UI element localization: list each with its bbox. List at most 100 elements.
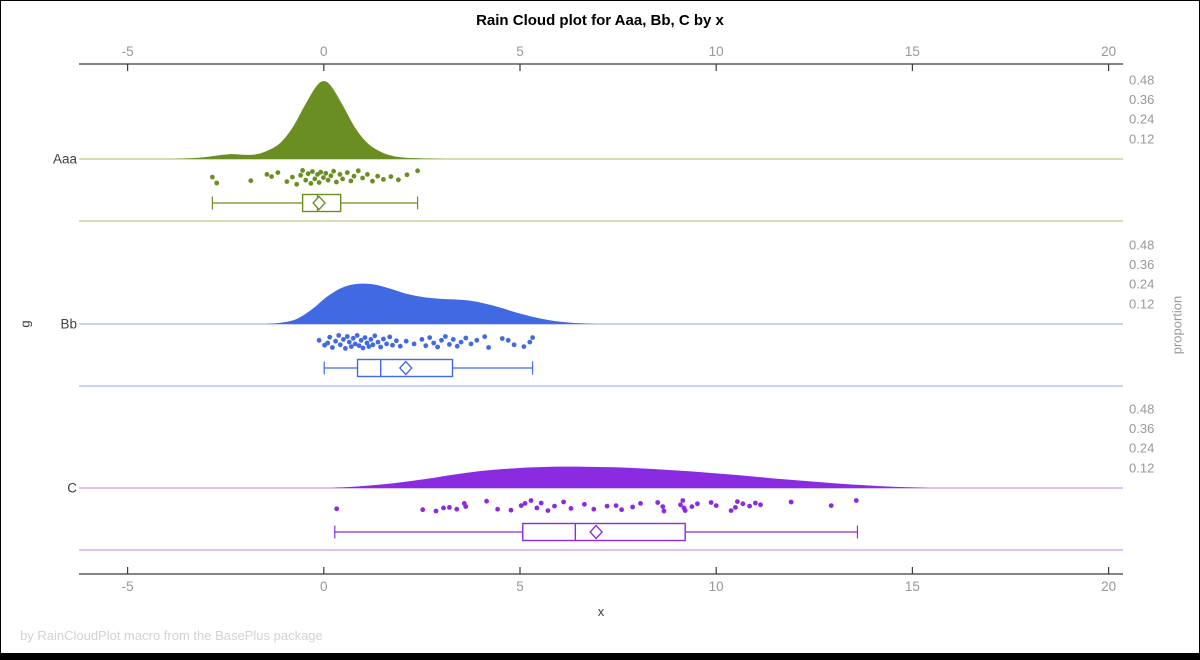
rain-point: [689, 504, 695, 509]
rain-point: [423, 343, 429, 349]
rain-point: [316, 337, 322, 343]
rain-point: [619, 507, 624, 513]
rain-point: [552, 503, 557, 509]
rain-point: [305, 171, 311, 177]
rain-point: [495, 506, 500, 512]
mean-diamond: [312, 195, 326, 211]
rain-point: [682, 508, 688, 513]
rain-point: [294, 181, 300, 187]
rain-point: [370, 342, 376, 348]
rain-point: [411, 341, 417, 347]
rain-point: [344, 170, 350, 176]
rain-point: [528, 498, 534, 503]
rain-point: [505, 337, 511, 343]
top-axis-tick-label: 0: [320, 44, 328, 59]
rain-point: [325, 177, 331, 183]
rain-point: [381, 336, 386, 342]
rain-point: [508, 507, 514, 513]
top-axis-tick-label: 15: [905, 44, 920, 59]
rain-point: [758, 502, 763, 508]
rain-point: [365, 172, 370, 177]
rain-point: [331, 168, 336, 174]
bottom-axis-tick-label: 0: [320, 579, 328, 594]
rain-point: [387, 334, 393, 340]
proportion-tick-label: 0.48: [1129, 237, 1154, 252]
rain-point: [403, 338, 409, 344]
density-cloud: [331, 466, 929, 488]
rain-point: [527, 339, 533, 345]
rain-point: [397, 343, 403, 349]
rain-point: [341, 337, 346, 342]
rain-point: [538, 500, 544, 506]
rain-point: [655, 500, 661, 505]
mean-diamond: [589, 524, 604, 540]
proportion-tick-label: 0.12: [1129, 296, 1154, 311]
rain-point: [853, 498, 859, 503]
rain-point: [310, 169, 315, 174]
category-label: C: [67, 481, 77, 496]
rain-point: [468, 341, 474, 347]
box: [522, 522, 686, 542]
rain-point: [613, 503, 619, 508]
proportion-tick-label: 0.48: [1129, 72, 1154, 87]
rain-point: [381, 177, 386, 182]
rain-point: [298, 172, 303, 178]
proportion-tick-label: 0.24: [1129, 277, 1154, 292]
rain-point: [660, 504, 666, 509]
rain-point: [486, 345, 491, 350]
top-axis-tick-label: 10: [709, 44, 724, 59]
rain-point: [740, 501, 746, 507]
rain-point: [323, 170, 329, 176]
rain-point: [330, 345, 335, 350]
rain-point: [441, 505, 446, 511]
rain-point: [499, 336, 505, 341]
rain-point: [534, 505, 540, 511]
proportion-tick-label: 0.12: [1129, 460, 1154, 475]
rain-point: [474, 337, 480, 343]
rain-point: [378, 344, 384, 350]
rain-point: [356, 343, 362, 349]
rain-point: [404, 172, 410, 178]
rain-point: [420, 507, 426, 513]
rain-point: [522, 501, 528, 506]
rain-point: [337, 172, 343, 177]
rain-point: [443, 334, 448, 339]
y2-axis-label-proportion: proportion: [1169, 295, 1185, 355]
rain-point: [360, 175, 365, 181]
rain-point: [355, 168, 361, 174]
rain-point: [350, 335, 356, 341]
rain-point: [638, 501, 643, 506]
top-axis-tick-label: 5: [516, 44, 524, 59]
top-axis-tick-label: 20: [1101, 44, 1116, 59]
rain-point: [300, 168, 305, 173]
window-bottom-bar: [1, 653, 1199, 659]
rain-point: [591, 506, 597, 512]
rain-point: [375, 339, 381, 345]
y-axis-label-g: g: [17, 320, 33, 328]
rain-point: [695, 501, 700, 507]
rain-point: [346, 339, 352, 345]
top-axis-tick-label: -5: [122, 44, 134, 59]
rain-point: [327, 334, 333, 340]
footer-note: by RainCloudPlot macro from the BasePlus…: [20, 628, 323, 643]
rain-point: [521, 344, 527, 349]
chart-title: Rain Cloud plot for Aaa, Bb, C by x: [476, 12, 724, 29]
x-axis-label: x: [597, 604, 605, 619]
rain-point: [463, 504, 469, 509]
rain-point: [447, 342, 452, 347]
rain-point: [334, 179, 339, 185]
proportion-tick-label: 0.36: [1129, 92, 1154, 107]
rain-point: [828, 503, 834, 508]
rain-point: [275, 170, 281, 176]
rain-point: [394, 338, 399, 344]
proportion-tick-label: 0.24: [1129, 441, 1154, 456]
rain-point: [318, 169, 324, 175]
rain-point: [336, 333, 342, 338]
rain-point: [344, 334, 350, 339]
rain-point: [337, 342, 343, 348]
rain-point: [214, 180, 220, 186]
proportion-tick-label: 0.36: [1129, 257, 1154, 272]
rain-point: [431, 340, 437, 346]
rain-point: [269, 174, 274, 180]
density-cloud: [174, 81, 446, 159]
